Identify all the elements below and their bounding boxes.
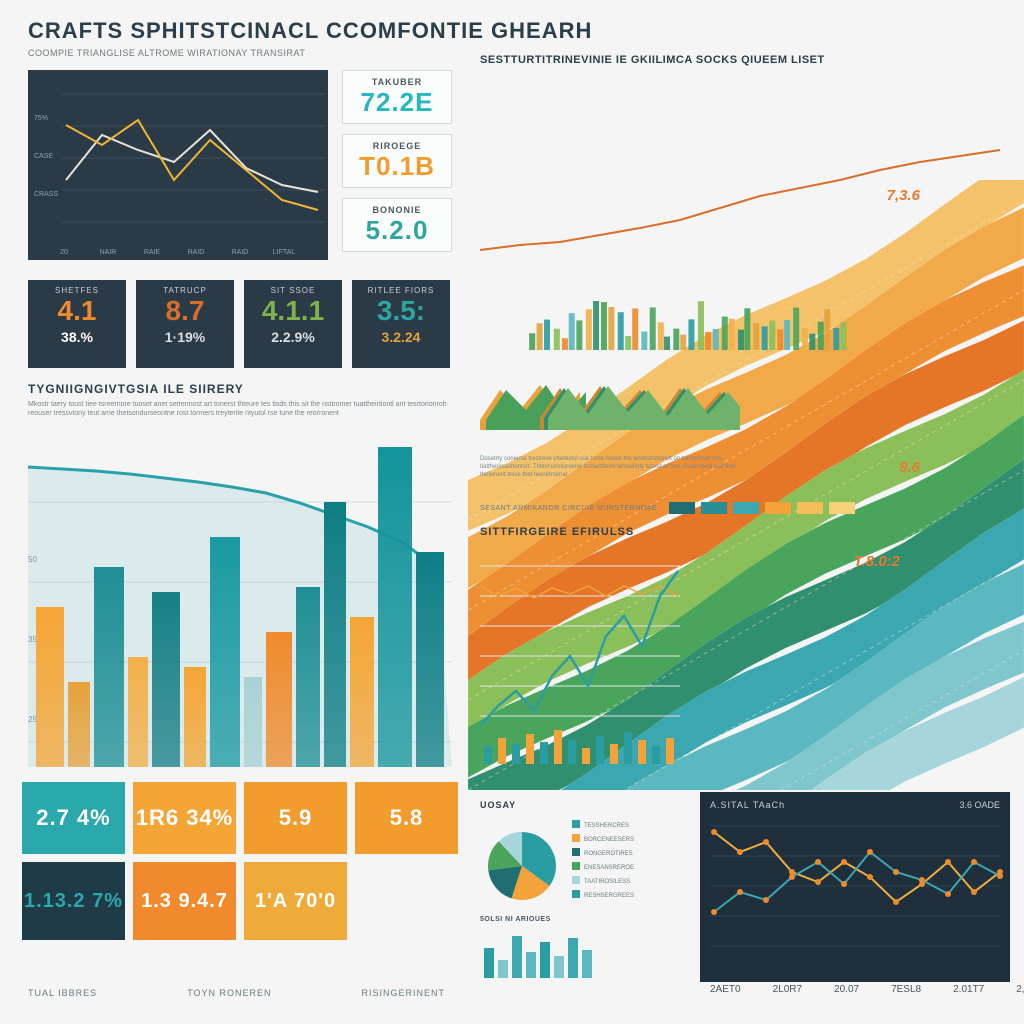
- svg-text:LIFTAL: LIFTAL: [273, 249, 296, 256]
- metric-card: SHETFES 4.1 38.%: [28, 280, 126, 368]
- svg-text:NAIR: NAIR: [100, 249, 117, 256]
- svg-text:A.SITAL TAaCh: A.SITAL TAaCh: [710, 800, 785, 810]
- legend-title: SESANT ARMIKANOR CIRCUIE MURSTERNOAE: [480, 505, 657, 512]
- line-chart-dark: 75% CASE CRASS 20 NAIR RAIE RAID RAID LIFTAL: [28, 70, 328, 260]
- svg-text:RONGEROTIRES: RONGEROTIRES: [584, 851, 633, 857]
- metric-card: SIT SSOE 4.1.1 2.2.9%: [244, 280, 342, 368]
- footer-label-1: TUAL IBBRES: [28, 988, 97, 998]
- svg-text:TAATIROSILESS: TAATIROSILESS: [584, 879, 630, 885]
- axis-year-label: 2.01T7: [953, 984, 984, 995]
- metric-big: 8.7: [138, 297, 232, 325]
- svg-text:RESHSERGREES: RESHSERGREES: [584, 893, 634, 899]
- color-legend: SESANT ARMIKANOR CIRCUIE MURSTERNOAE: [480, 502, 855, 514]
- svg-text:CASE: CASE: [34, 153, 53, 160]
- legend-swatch: [669, 502, 695, 514]
- metric-card: TATRUCP 8.7 1·19%: [136, 280, 234, 368]
- kpi-label: BONONIE: [347, 205, 447, 215]
- metric-sub: 38.%: [30, 329, 124, 345]
- section-tech-title: TYGNIIGNGIVTGSIA ILE SIIRERY: [28, 382, 452, 396]
- svg-text:TESSHERCRES: TESSHERCRES: [584, 823, 629, 829]
- stat-tile: 5.9: [244, 782, 347, 854]
- mini-bars-bottom: [480, 928, 600, 978]
- svg-text:T.8.0:2: T.8.0:2: [854, 553, 901, 570]
- footer-label-2: TOYN RONEREN: [187, 988, 271, 998]
- section-tech-body: Mkostr taery toust tiee tsreernore tuose…: [28, 400, 452, 419]
- panel-bottom-right: A.SITAL TAaCh 3.6 OADE: [700, 792, 1010, 982]
- svg-text:RAID: RAID: [188, 249, 205, 256]
- kpi-column: TAKUBER 72.2E RIROEGE T0.1B BONONIE 5.2.0: [342, 70, 452, 262]
- metric-sub: 2.2.9%: [246, 329, 340, 345]
- kpi-label: RIROEGE: [347, 141, 447, 151]
- stat-tile: 1.13.2 7%: [22, 862, 125, 940]
- kpi-value: 72.2E: [347, 89, 447, 115]
- metric-label: TATRUCP: [138, 286, 232, 295]
- stat-tile: [355, 862, 458, 940]
- section-tech: TYGNIIGNGIVTGSIA ILE SIIRERY Mkostr taer…: [28, 382, 452, 419]
- legend-swatch: [701, 502, 727, 514]
- kpi-label: TAKUBER: [347, 77, 447, 87]
- svg-text:CRASS: CRASS: [34, 191, 58, 198]
- metric-sub: 1·19%: [138, 329, 232, 345]
- metric-big: 4.1: [30, 297, 124, 325]
- axis-year-label: 7ESL8: [891, 984, 921, 995]
- stat-tiles: 2.7 4%1R6 34%5.95.8 1.13.2 7%1.3 9.4.71'A…: [22, 782, 460, 940]
- svg-text:ENESANSREROE: ENESANSREROE: [584, 865, 634, 871]
- metric-label: SHETFES: [30, 286, 124, 295]
- page-subtitle-a: COOMPIE TRIANGLISE ALTROME WIRATIONAY TR…: [28, 48, 305, 58]
- svg-text:RAID: RAID: [232, 249, 249, 256]
- mountain-sparkline: [480, 380, 740, 440]
- axis-year-label: 20.07: [834, 984, 859, 995]
- metric-label: SIT SSOE: [246, 286, 340, 295]
- svg-text:20: 20: [60, 249, 68, 256]
- stat-tile: 1.3 9.4.7: [133, 862, 236, 940]
- mini-bars-title: 5OLSI NI ARIOUES: [480, 916, 551, 923]
- metric-row: SHETFES 4.1 38.% TATRUCP 8.7 1·19% SIT SSOE 4.1…: [28, 280, 450, 368]
- kpi-value: T0.1B: [347, 153, 447, 179]
- page-subtitle-b: SESTTURTITRINEVINIE IE GKIILIMCA SOCKS Q…: [480, 54, 825, 66]
- metric-card: RITLEE FIORS 3.5: 3.2.24: [352, 280, 450, 368]
- kpi-box: BONONIE 5.2.0: [342, 198, 452, 252]
- axis-year-label: 2,0NV0: [1016, 984, 1024, 995]
- svg-text:9.6: 9.6: [899, 459, 921, 476]
- kpi-box: TAKUBER 72.2E: [342, 70, 452, 124]
- legend-swatch: [829, 502, 855, 514]
- legend-swatch: [797, 502, 823, 514]
- footer-label-3: RISINGERINENT: [362, 988, 446, 998]
- bar-chart-left: 503525: [28, 442, 452, 767]
- metric-big: 3.5:: [354, 297, 448, 325]
- page-title: CRAFTS SPHITSTCINACL CCOMFONTIE GHEARH: [28, 18, 592, 44]
- kpi-value: 5.2.0: [347, 217, 447, 243]
- svg-text:7,3.6: 7,3.6: [887, 187, 921, 204]
- stat-tile: 5.8: [355, 782, 458, 854]
- svg-text:BORCENEESERS: BORCENEESERS: [584, 837, 634, 843]
- metric-label: RITLEE FIORS: [354, 286, 448, 295]
- section-settr-title: SITTFIRGEIRE EFIRULSS: [480, 526, 634, 538]
- metric-big: 4.1.1: [246, 297, 340, 325]
- legend-swatch: [733, 502, 759, 514]
- footer-labels: TUAL IBBRES TOYN RONEREN RISINGERINENT: [28, 988, 445, 998]
- svg-text:75%: 75%: [34, 115, 48, 122]
- mini-line-chart: [480, 546, 680, 766]
- svg-text:3.6 OADE: 3.6 OADE: [959, 800, 1000, 810]
- axis-year-label: 2L0R7: [773, 984, 802, 995]
- legend-swatch: [765, 502, 791, 514]
- svg-text:UOSAY: UOSAY: [480, 800, 516, 810]
- svg-text:RAIE: RAIE: [144, 249, 161, 256]
- kpi-box: RIROEGE T0.1B: [342, 134, 452, 188]
- metric-sub: 3.2.24: [354, 329, 448, 345]
- stat-tile: 1R6 34%: [133, 782, 236, 854]
- axis-years: 2AET0 2L0R7 20.07 7ESL8 2.01T7 2,0NV0: [710, 984, 1024, 995]
- stat-tile: 2.7 4%: [22, 782, 125, 854]
- stat-tile: 1'A 70'0: [244, 862, 347, 940]
- axis-year-label: 2AET0: [710, 984, 741, 995]
- description-right: Dosetrty coneirse trestrese chereotsl us…: [480, 456, 740, 479]
